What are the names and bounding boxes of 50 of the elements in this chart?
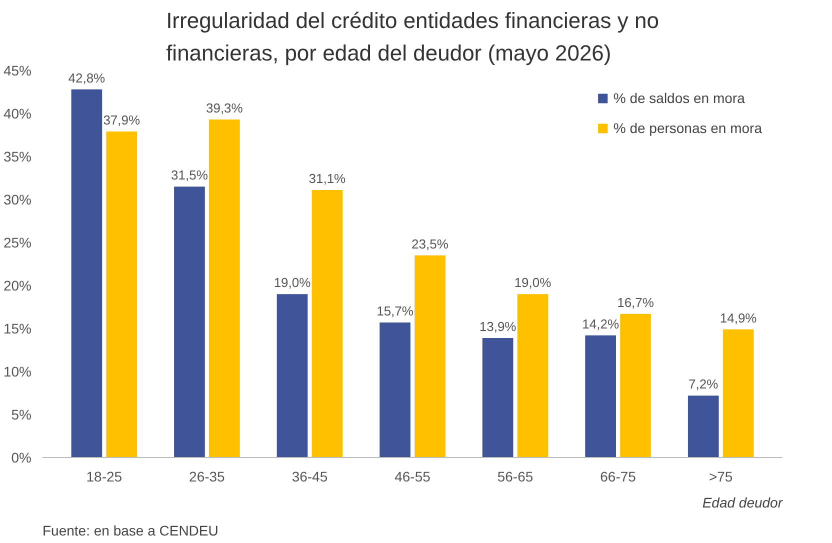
- x-tick-label: 46-55: [394, 468, 431, 484]
- x-tick-label: >75: [708, 468, 733, 484]
- bar: [414, 255, 446, 458]
- y-tick-label: 5%: [11, 406, 32, 422]
- y-tick-label: 0%: [11, 450, 32, 466]
- data-label: 39,3%: [206, 100, 244, 116]
- bar: [585, 335, 616, 458]
- bar: [174, 186, 205, 458]
- bar: [620, 314, 651, 458]
- x-tick-label: 18-25: [86, 468, 122, 484]
- y-tick-label: 25%: [3, 234, 32, 250]
- y-tick-label: 40%: [3, 106, 32, 122]
- data-label: 19,0%: [514, 275, 552, 290]
- x-axis-title: Edad deudor: [702, 494, 784, 510]
- x-tick-label: 66-75: [600, 468, 636, 484]
- x-tick-label: 26-35: [189, 468, 226, 484]
- data-label: 7,2%: [688, 376, 719, 392]
- y-tick-label: 35%: [3, 148, 32, 164]
- bar: [380, 322, 410, 458]
- data-label: 15,7%: [376, 303, 414, 318]
- data-label: 37,9%: [103, 112, 141, 128]
- bar: [482, 338, 514, 458]
- data-label: 19,0%: [274, 275, 312, 290]
- chart-title: Irregularidad del crédito entidades financieras y no financieras, por edad del deudor (mayo 2026): [166, 8, 659, 66]
- bar: [71, 89, 102, 458]
- source-note: Fuente: en base a CENDEU: [42, 522, 218, 538]
- y-tick-label: 20%: [3, 278, 32, 294]
- x-tick-label: 56-65: [497, 468, 534, 484]
- bar: [312, 190, 343, 458]
- y-tick-label: 30%: [3, 192, 32, 208]
- bar: [276, 294, 308, 458]
- y-tick-label: 45%: [3, 62, 32, 78]
- legend-label: % de saldos en mora: [613, 90, 745, 106]
- data-label: 14,9%: [720, 310, 758, 326]
- bar: [688, 396, 719, 458]
- data-label: 31,1%: [308, 171, 346, 186]
- bar: [209, 120, 240, 458]
- bar: [106, 132, 138, 458]
- y-tick-label: 15%: [3, 320, 32, 336]
- bar: [722, 329, 754, 458]
- data-label: 13,9%: [479, 318, 517, 334]
- y-tick-label: 10%: [3, 364, 32, 380]
- data-label: 42,8%: [68, 70, 106, 86]
- data-label: 16,7%: [617, 294, 654, 310]
- data-label: 31,5%: [171, 168, 208, 183]
- bar: [517, 294, 548, 458]
- x-tick-label: 36-45: [292, 468, 328, 484]
- legend-label: % de personas en mora: [613, 120, 762, 136]
- data-label: 23,5%: [412, 236, 449, 252]
- data-label: 14,2%: [582, 316, 620, 332]
